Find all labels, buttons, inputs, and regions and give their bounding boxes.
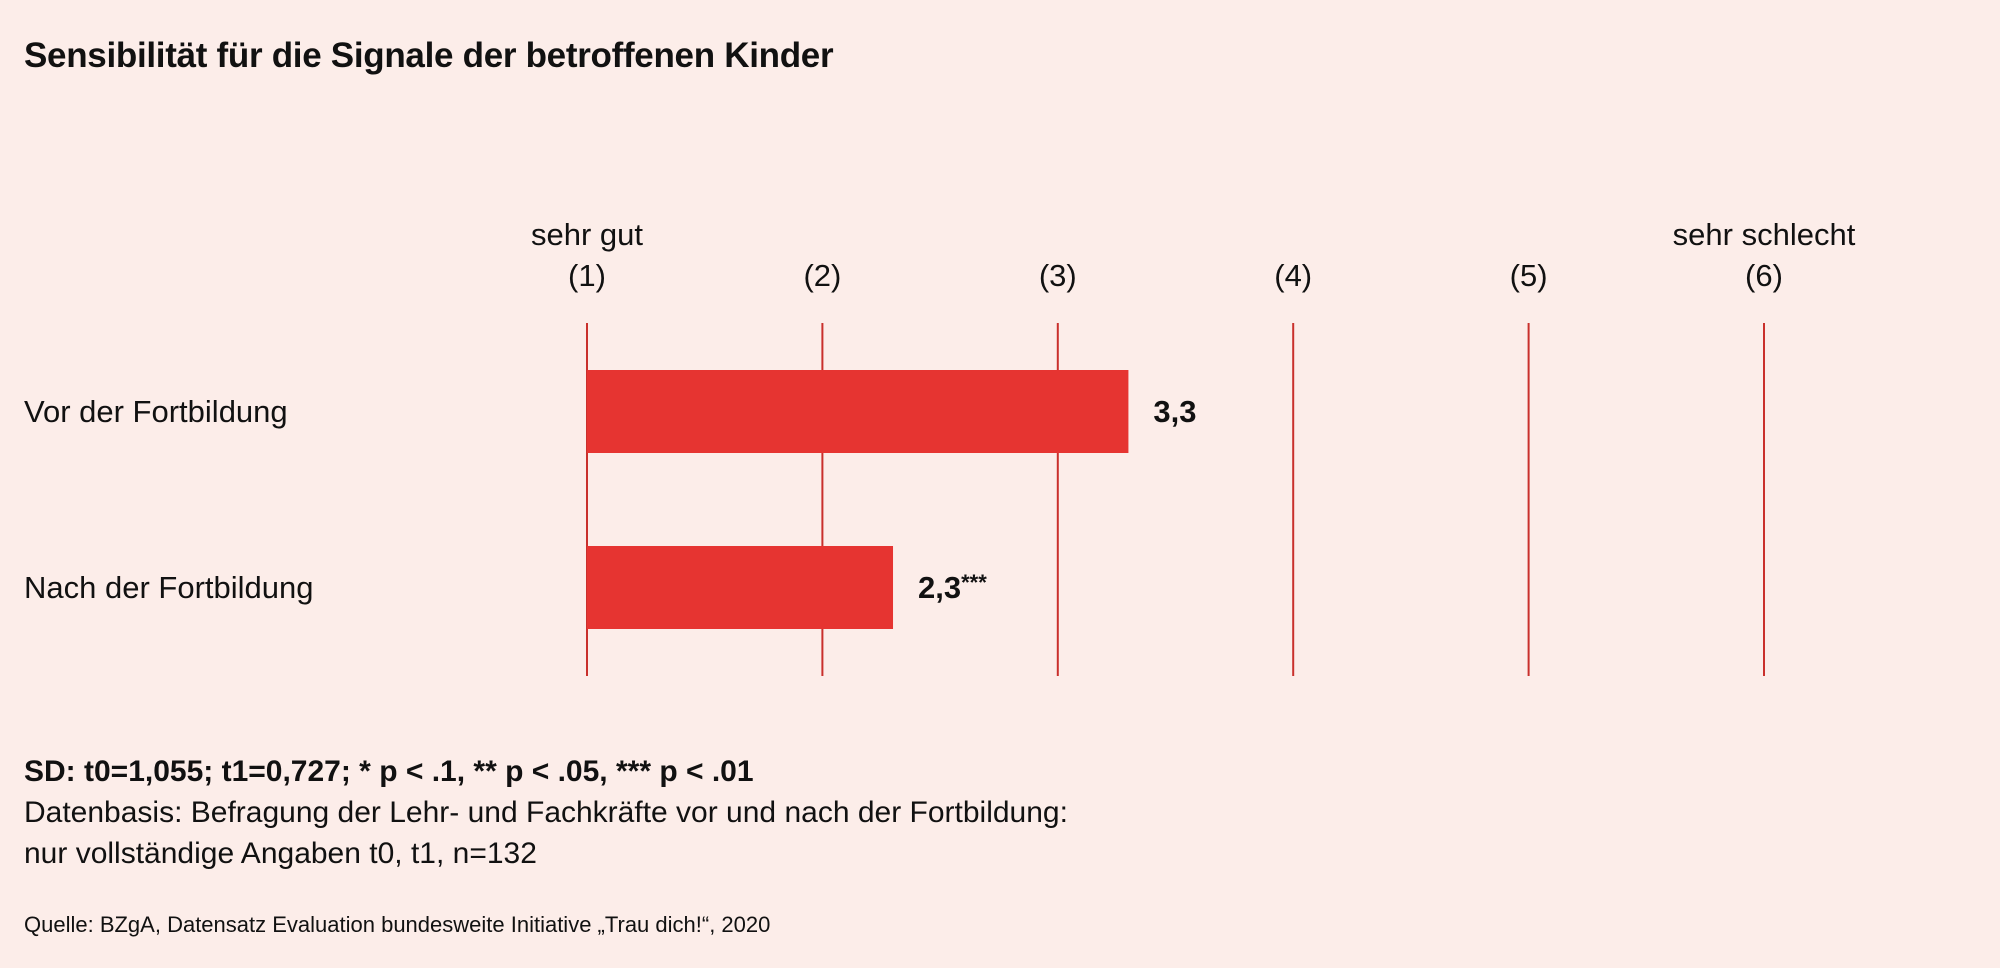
tick-label: (1)	[568, 258, 606, 293]
category-label: Vor der Fortbildung	[24, 393, 288, 429]
tick-label: (5)	[1509, 258, 1548, 293]
data-basis-note: Datenbasis: Befragung der Lehr- und Fach…	[24, 796, 1068, 829]
tick-label: (4)	[1274, 258, 1313, 293]
bar	[587, 546, 894, 629]
value-text: 2,3	[918, 569, 962, 605]
value-label: 2,3***	[918, 570, 987, 606]
tick-label: (2)	[803, 258, 842, 293]
value-text: 3,3	[1153, 393, 1197, 429]
source-note: Quelle: BZgA, Datensatz Evaluation bunde…	[24, 912, 771, 937]
bar	[587, 370, 1129, 453]
tick-sublabel: sehr gut	[530, 217, 644, 252]
tick-label: (6)	[1745, 258, 1783, 293]
tick-label: (3)	[1038, 258, 1077, 293]
category-label: Nach der Fortbildung	[24, 569, 314, 605]
tick-sublabel: sehr schlecht	[1672, 217, 1856, 252]
data-basis-note-2: nur vollständige Angaben t0, t1, n=132	[24, 837, 537, 870]
sd-note: SD: t0=1,055; t1=0,727; * p < .1, ** p <…	[24, 755, 754, 788]
chart-title: Sensibilität für die Signale der betroff…	[24, 36, 834, 75]
value-label: 3,3	[1153, 394, 1196, 430]
significance-marker: ***	[961, 569, 987, 595]
